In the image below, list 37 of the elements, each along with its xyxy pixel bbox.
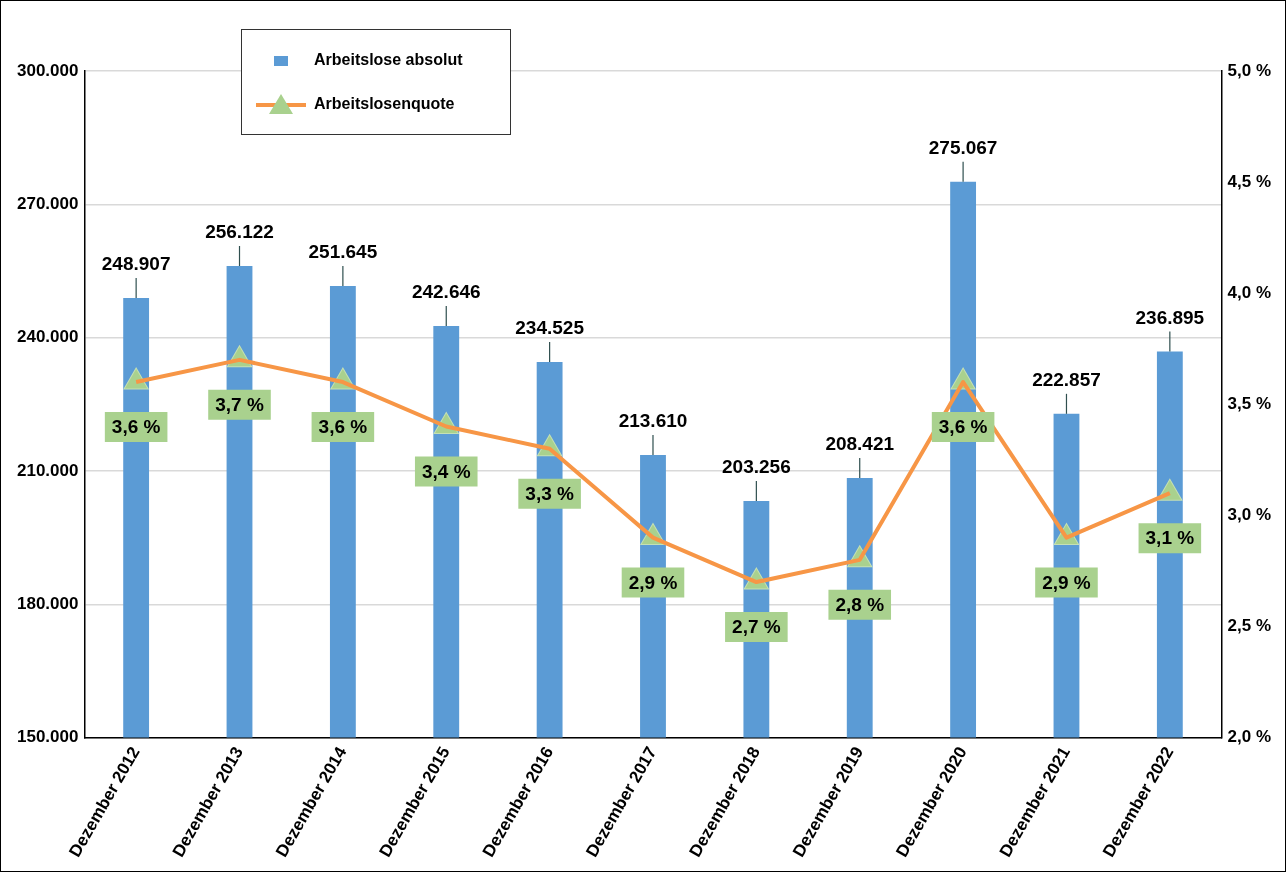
y2-tick-label: 2,0 % <box>1227 727 1272 747</box>
y-tick-label: 240.000 <box>17 327 79 347</box>
data-label: 3,1 % <box>1145 527 1195 549</box>
data-label: 3,6 % <box>938 416 988 438</box>
data-label: 251.645 <box>308 241 378 263</box>
data-label: 3,6 % <box>318 416 368 438</box>
data-label: 2,7 % <box>732 616 781 638</box>
data-label: 208.421 <box>825 433 895 455</box>
data-label: 3,4 % <box>421 460 471 482</box>
data-label: 2,8 % <box>835 594 885 616</box>
data-label: 3,7 % <box>215 394 264 416</box>
data-label: 213.610 <box>618 410 688 432</box>
y2-tick-label: 3,0 % <box>1227 505 1272 525</box>
legend-label: Arbeitslose absolut <box>314 51 463 69</box>
data-label: 3,3 % <box>525 482 575 504</box>
y2-tick-label: 4,5 % <box>1227 171 1272 191</box>
legend-label: Arbeitslosenquote <box>314 95 455 113</box>
y2-tick-label: 3,5 % <box>1227 393 1272 413</box>
y-tick-label: 210.000 <box>17 460 79 480</box>
data-label: 3,6 % <box>111 416 161 438</box>
data-label: 242.646 <box>411 281 481 303</box>
data-label: 2,9 % <box>1042 571 1091 593</box>
data-label: 248.907 <box>101 253 171 275</box>
data-label: 234.525 <box>515 317 585 339</box>
data-label: 222.857 <box>1032 369 1101 391</box>
y-tick-label: 300.000 <box>17 60 79 80</box>
y-tick-label: 180.000 <box>17 593 79 613</box>
y2-tick-label: 4,0 % <box>1227 282 1272 302</box>
data-label: 203.256 <box>722 456 791 478</box>
data-label: 256.122 <box>205 221 274 243</box>
y-tick-label: 270.000 <box>17 194 79 214</box>
data-label: 275.067 <box>928 137 998 159</box>
y2-tick-label: 5,0 % <box>1227 60 1272 80</box>
data-label: 2,9 % <box>628 571 678 593</box>
y-tick-label: 150.000 <box>17 727 79 747</box>
data-label: 236.895 <box>1135 306 1205 328</box>
y2-tick-label: 2,5 % <box>1227 616 1272 636</box>
